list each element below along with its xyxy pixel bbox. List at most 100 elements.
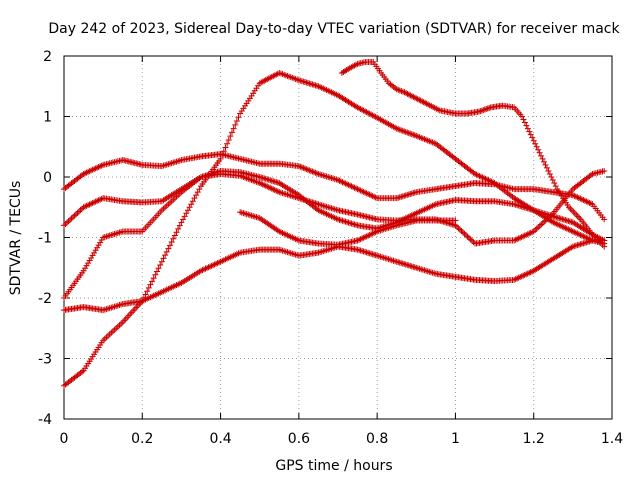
data-point: [601, 237, 608, 244]
data-point: [188, 201, 195, 208]
data-point: [140, 294, 147, 301]
y-tick-label: 2: [43, 49, 52, 65]
data-point: [142, 291, 149, 298]
data-point: [480, 107, 487, 114]
data-point: [153, 268, 160, 275]
data-point: [481, 106, 488, 113]
y-tick-label: -3: [38, 352, 52, 368]
data-point: [478, 107, 485, 114]
data-point: [484, 105, 491, 112]
data-point: [538, 152, 545, 159]
data-point: [165, 245, 172, 252]
series-track-5: [61, 69, 608, 389]
data-point: [536, 149, 543, 156]
data-point: [186, 204, 193, 211]
data-point: [163, 248, 170, 255]
data-point: [545, 167, 552, 174]
data-point: [160, 255, 167, 262]
chart-title: Day 242 of 2023, Sidereal Day-to-day VTE…: [48, 21, 620, 37]
data-point: [144, 288, 151, 295]
data-point: [191, 195, 198, 202]
data-point: [533, 143, 540, 150]
data-point: [530, 137, 537, 144]
data-point: [170, 235, 177, 242]
data-point: [524, 125, 531, 132]
x-tick-label: 0.2: [131, 431, 153, 447]
data-point: [196, 186, 203, 193]
x-tick-label: 1.2: [523, 431, 545, 447]
data-point: [150, 275, 157, 282]
y-tick-label: 0: [43, 170, 52, 186]
x-axis-label: GPS time / hours: [275, 458, 392, 474]
data-point: [535, 146, 542, 153]
data-point: [601, 167, 608, 174]
data-point: [232, 121, 239, 128]
data-point: [552, 183, 559, 190]
x-tick-label: 0: [60, 431, 69, 447]
data-point: [168, 239, 175, 246]
data-point: [145, 284, 152, 291]
data-point: [157, 261, 164, 268]
data-point: [551, 180, 558, 187]
data-point: [173, 229, 180, 236]
data-point: [219, 152, 226, 159]
data-point: [222, 144, 229, 151]
series-track-7: [338, 59, 608, 244]
data-point: [527, 131, 534, 138]
data-point: [532, 140, 539, 147]
data-point: [423, 100, 430, 107]
data-point: [228, 129, 235, 136]
y-tick-label: 1: [43, 110, 52, 126]
data-point: [526, 128, 533, 135]
data-point: [178, 219, 185, 226]
data-point: [162, 252, 169, 259]
data-point: [452, 217, 459, 224]
data-point: [518, 113, 525, 120]
data-point: [523, 122, 530, 129]
y-tick-label: -4: [38, 412, 52, 428]
data-point: [520, 116, 527, 123]
data-point: [546, 170, 553, 177]
data-point: [235, 114, 242, 121]
data-point: [175, 225, 182, 232]
data-point: [521, 119, 528, 126]
y-tick-label: -2: [38, 291, 52, 307]
data-points: [61, 59, 608, 389]
data-point: [529, 134, 536, 141]
data-point: [189, 198, 196, 205]
data-point: [486, 104, 493, 111]
data-point: [180, 216, 187, 223]
data-point: [220, 148, 227, 155]
data-point: [147, 281, 154, 288]
data-point: [152, 271, 159, 278]
data-point: [233, 118, 240, 125]
data-point: [543, 164, 550, 171]
data-point: [483, 106, 490, 113]
data-point: [149, 278, 156, 285]
data-point: [158, 258, 165, 265]
data-point: [477, 108, 484, 115]
data-point: [155, 265, 162, 272]
data-point: [540, 158, 547, 165]
data-point: [601, 216, 608, 223]
tick-marks: [63, 55, 613, 420]
x-tick-label: 1: [451, 431, 460, 447]
data-point: [227, 133, 234, 140]
data-point: [549, 177, 556, 184]
data-point: [167, 242, 174, 249]
x-tick-label: 1.4: [601, 431, 623, 447]
series-track-6: [237, 209, 459, 248]
series-track-1: [61, 237, 608, 314]
data-point: [184, 207, 191, 214]
data-point: [176, 222, 183, 229]
data-point: [217, 155, 224, 162]
x-tick-label: 0.4: [209, 431, 231, 447]
data-point: [183, 210, 190, 217]
y-tick-label: -1: [38, 231, 52, 247]
data-point: [225, 136, 232, 143]
data-point: [224, 140, 231, 147]
x-tick-label: 0.8: [366, 431, 388, 447]
data-point: [194, 189, 201, 196]
